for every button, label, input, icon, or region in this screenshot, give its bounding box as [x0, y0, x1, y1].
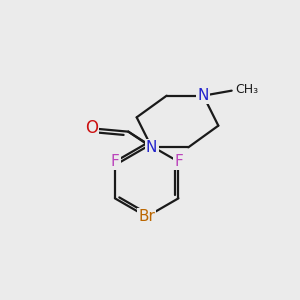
- Text: CH₃: CH₃: [235, 82, 258, 95]
- Text: O: O: [85, 119, 98, 137]
- Text: F: F: [110, 154, 119, 169]
- Text: N: N: [146, 140, 158, 155]
- Text: N: N: [198, 88, 209, 103]
- Text: F: F: [174, 154, 183, 169]
- Text: Br: Br: [138, 209, 155, 224]
